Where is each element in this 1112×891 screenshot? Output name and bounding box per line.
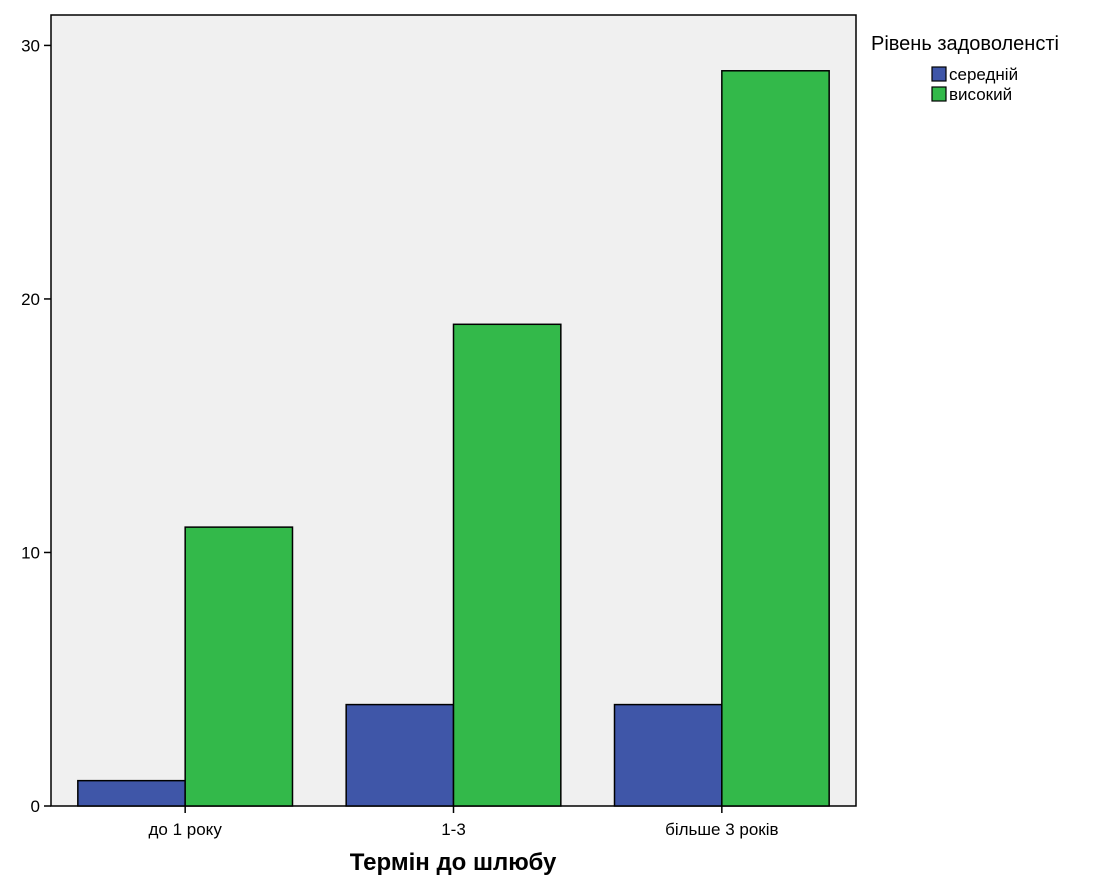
y-tick-label: 20: [21, 290, 40, 309]
bar: [613, 703, 723, 807]
bar: [77, 779, 186, 807]
legend-swatch: [931, 66, 947, 82]
legend-swatch: [931, 86, 947, 102]
bar: [452, 323, 562, 807]
x-axis: до 1 року 1-3 бiльше 3 років: [149, 806, 779, 839]
x-tick-label: бiльше 3 років: [665, 820, 778, 839]
y-tick-label: 10: [21, 543, 40, 562]
y-tick-label: 30: [21, 36, 40, 55]
bar: [345, 703, 455, 807]
x-tick-label: 1-3: [441, 820, 466, 839]
bar: [721, 70, 830, 807]
bars-group: [77, 70, 830, 807]
bar: [184, 526, 294, 807]
y-axis: 0 10 20 30: [21, 36, 51, 816]
x-axis-title: Термін до шлюбу: [350, 849, 557, 876]
legend-label: високий: [949, 85, 1012, 104]
x-tick-label: до 1 року: [149, 820, 223, 839]
y-tick-label: 0: [31, 797, 40, 816]
legend-label: середній: [949, 65, 1018, 84]
legend-title: Рівень задоволенсті: [871, 33, 1059, 55]
